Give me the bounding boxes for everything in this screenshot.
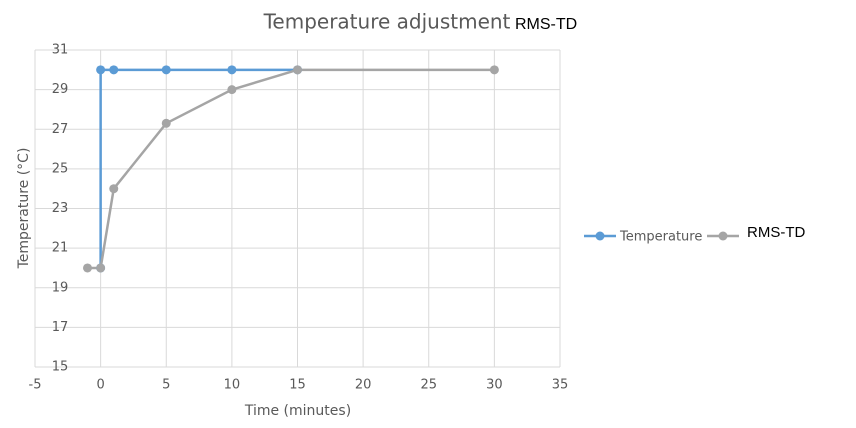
x-tick-label: 35	[552, 378, 569, 393]
y-tick-label: 21	[52, 241, 69, 256]
x-tick-label: 10	[224, 378, 241, 393]
y-tick-label: 31	[52, 43, 69, 58]
data-point	[227, 65, 237, 75]
x-tick-label: 5	[162, 378, 170, 393]
chart-title: Temperature adjustment	[263, 10, 511, 34]
y-tick-label: 23	[52, 201, 69, 216]
legend-label: Temperature	[619, 230, 702, 245]
series-line	[99, 68, 298, 268]
y-tick-label: 25	[52, 161, 69, 176]
title-annotation: RMS-TD	[515, 16, 577, 33]
y-tick-label: 29	[52, 82, 69, 97]
data-point	[109, 184, 119, 194]
data-point	[293, 65, 302, 75]
legend-marker	[718, 231, 728, 241]
data-point	[227, 85, 237, 95]
data-point	[161, 65, 171, 75]
legend-label: RMS-TD	[747, 224, 805, 241]
data-point	[96, 263, 106, 273]
y-tick-label: 15	[52, 360, 69, 375]
data-point	[96, 65, 106, 75]
y-tick-label: 19	[52, 280, 69, 295]
x-tick-label: 0	[96, 378, 104, 393]
x-tick-label: 30	[486, 378, 503, 393]
data-point	[161, 118, 171, 128]
y-tick-label: 17	[52, 320, 69, 335]
y-tick-label: 27	[52, 122, 69, 137]
data-point	[489, 65, 499, 75]
x-tick-label: 15	[289, 378, 306, 393]
y-axis-label: Temperature (°C)	[16, 148, 32, 270]
x-tick-label: 20	[355, 378, 372, 393]
legend-marker	[595, 231, 605, 241]
x-axis-label: Time (minutes)	[244, 403, 351, 419]
data-point	[109, 65, 119, 75]
x-tick-label: 25	[420, 378, 437, 393]
data-point	[83, 263, 92, 273]
x-tick-label: -5	[29, 378, 42, 393]
